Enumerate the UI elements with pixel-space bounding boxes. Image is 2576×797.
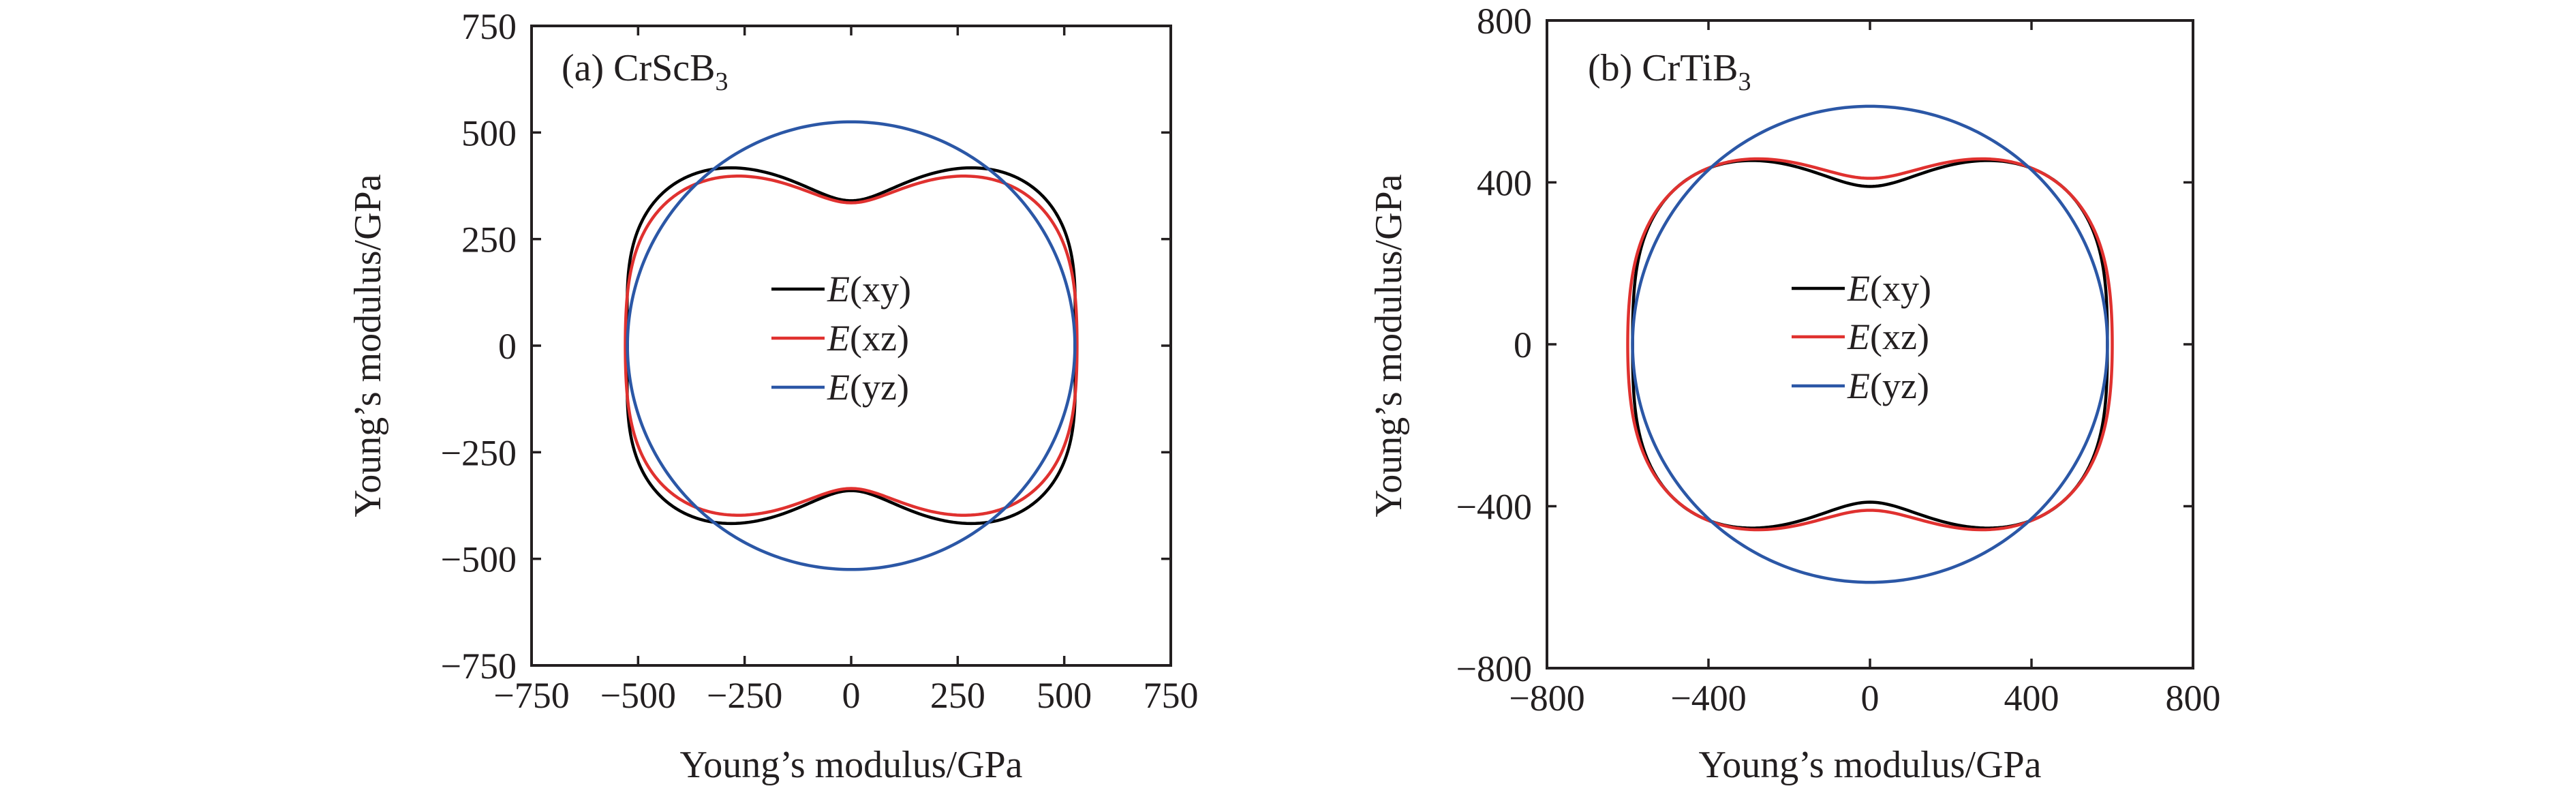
legend-label: E(xz) bbox=[827, 318, 909, 359]
x-tick-label: 250 bbox=[930, 675, 985, 716]
y-tick-label: −500 bbox=[441, 539, 517, 580]
panel-title-main: (b) CrTiB bbox=[1588, 47, 1738, 89]
legend-label-prefix: E bbox=[827, 367, 850, 408]
chart-panel-b: −800 −400 0 400 800 800 400 0 −400 −800 Young’s mo… bbox=[1368, 1, 2221, 786]
panel-title: (a) CrScB3 bbox=[562, 47, 729, 96]
y-tick-label: 0 bbox=[498, 326, 517, 367]
legend-label-arg: (xy) bbox=[850, 269, 911, 310]
x-tick-label: −750 bbox=[493, 675, 569, 716]
legend-label-arg: (yz) bbox=[1870, 365, 1929, 406]
legend-label-arg: (xy) bbox=[1870, 268, 1931, 309]
legend-label-prefix: E bbox=[1847, 365, 1870, 406]
x-axis-label: Young’s modulus/GPa bbox=[679, 744, 1022, 786]
y-tick-label: 0 bbox=[1514, 325, 1532, 365]
legend-label-arg: (xz) bbox=[850, 318, 909, 359]
panel-title-subscript: 3 bbox=[716, 67, 729, 96]
legend-label-arg: (yz) bbox=[850, 367, 909, 408]
x-tick-label: 0 bbox=[1861, 678, 1880, 719]
legend-label: E(yz) bbox=[827, 367, 909, 408]
x-tick-label: 0 bbox=[842, 675, 861, 716]
panel-title-subscript: 3 bbox=[1738, 67, 1751, 96]
legend-label: E(xz) bbox=[1847, 316, 1929, 357]
x-tick-label: 500 bbox=[1037, 675, 1092, 716]
y-tick-label: −250 bbox=[441, 432, 517, 473]
x-tick-label: 750 bbox=[1144, 675, 1199, 716]
y-tick-label: 750 bbox=[461, 6, 517, 47]
x-tick-label: −500 bbox=[600, 675, 676, 716]
y-tick-label: −400 bbox=[1456, 487, 1532, 528]
legend-label-prefix: E bbox=[1847, 268, 1870, 309]
legend-label-prefix: E bbox=[827, 269, 850, 310]
legend-label: E(xy) bbox=[827, 269, 911, 310]
y-tick-label: 250 bbox=[461, 220, 517, 260]
legend-label-prefix: E bbox=[1847, 316, 1870, 357]
panel-title-main: (a) CrScB bbox=[562, 47, 716, 89]
x-axis-label: Young’s modulus/GPa bbox=[1698, 744, 2041, 786]
legend-label: E(yz) bbox=[1847, 365, 1929, 406]
y-tick-label: 400 bbox=[1477, 163, 1532, 204]
legend: E(xy)E(xz)E(yz) bbox=[1792, 268, 1931, 406]
series-line-yz bbox=[626, 120, 1077, 571]
x-tick-label: −800 bbox=[1509, 678, 1584, 719]
chart-panel-a: −750 −500 −250 0 250 500 750 750 500 250 0 −250 −500… bbox=[347, 6, 1199, 786]
legend-label-prefix: E bbox=[827, 318, 850, 359]
panel-title: (b) CrTiB3 bbox=[1588, 47, 1751, 96]
legend: E(xy)E(xz)E(yz) bbox=[771, 269, 911, 408]
x-tick-label: 800 bbox=[2166, 678, 2221, 719]
y-tick-label: 500 bbox=[461, 112, 517, 153]
x-tick-label: 400 bbox=[2004, 678, 2059, 719]
x-tick-label: −400 bbox=[1670, 678, 1746, 719]
series-line-yz bbox=[1631, 104, 2109, 584]
legend-label-arg: (xz) bbox=[1870, 316, 1929, 357]
series-line-xz bbox=[1626, 157, 2114, 532]
y-axis-label: Young’s modulus/GPa bbox=[1368, 174, 1410, 517]
y-tick-label: −800 bbox=[1456, 648, 1532, 689]
x-tick-label: −250 bbox=[707, 675, 782, 716]
series-line-xz bbox=[624, 175, 1079, 517]
y-tick-label: 800 bbox=[1477, 1, 1532, 42]
y-tick-label: −750 bbox=[441, 646, 517, 687]
legend-label: E(xy) bbox=[1847, 268, 1931, 309]
y-axis-label: Young’s modulus/GPa bbox=[347, 174, 389, 517]
